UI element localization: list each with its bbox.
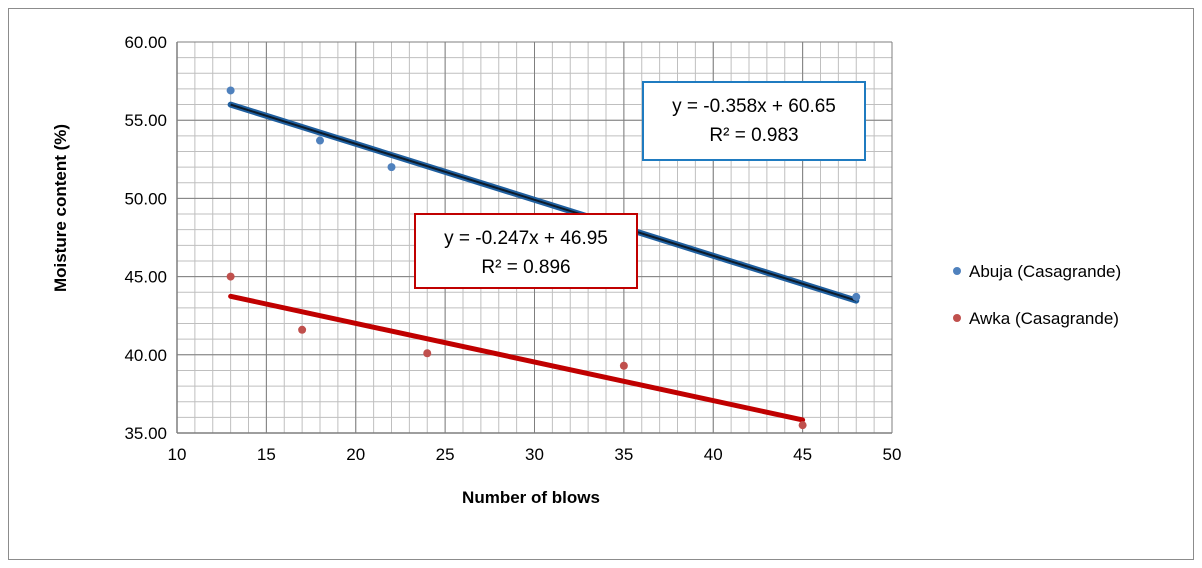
y-tick-label: 35.00: [124, 424, 167, 443]
legend-marker-abuja: [953, 267, 961, 275]
x-tick-label: 40: [704, 445, 723, 464]
y-tick-label: 60.00: [124, 33, 167, 52]
axes: [176, 42, 892, 434]
x-axis-title: Number of blows: [462, 488, 600, 507]
x-tick-label: 20: [346, 445, 365, 464]
x-tick-label: 45: [793, 445, 812, 464]
data-points: [226, 86, 861, 430]
y-tick-label: 55.00: [124, 111, 167, 130]
tick-labels: 10 15 20 25 30 35 40 45 50 35.00 40.00 45.00 50.00 55…: [124, 33, 901, 464]
trendline-abuja-inner: [230, 103, 857, 302]
legend-marker-awka: [953, 314, 961, 322]
data-point-abuja: [852, 292, 861, 301]
equation-boxes: y = -0.358x + 60.65 R² = 0.983 y = -0.247x…: [414, 81, 866, 289]
data-point-abuja: [316, 136, 324, 145]
y-tick-label: 40.00: [124, 346, 167, 365]
trendlines: [227, 101, 860, 423]
y-axis-title: Moisture content (%): [51, 124, 70, 292]
data-point-awka: [619, 361, 628, 370]
data-point-abuja: [387, 163, 396, 172]
x-tick-label: 15: [257, 445, 276, 464]
trendline-r2-abuja: R² = 0.983: [709, 125, 798, 146]
x-tick-label: 30: [525, 445, 544, 464]
x-tick-label: 35: [614, 445, 633, 464]
equation-box-abuja: [642, 81, 866, 161]
chart-frame: 10 15 20 25 30 35 40 45 50 35.00 40.00 45.00 50.00 55…: [8, 8, 1194, 560]
data-point-awka: [798, 421, 807, 430]
scatter-chart: 10 15 20 25 30 35 40 45 50 35.00 40.00 45.00 50.00 55…: [51, 33, 1121, 507]
trendline-equation-awka: y = -0.247x + 46.95: [444, 228, 608, 249]
y-tick-label: 45.00: [124, 268, 167, 287]
legend-label-abuja: Abuja (Casagrande): [969, 262, 1121, 281]
trendline-r2-awka: R² = 0.896: [481, 257, 570, 278]
data-point-awka: [298, 325, 307, 334]
data-point-abuja: [226, 86, 235, 95]
x-tick-label: 10: [168, 445, 187, 464]
x-tick-label: 50: [883, 445, 902, 464]
trendline-awka: [228, 293, 806, 423]
legend: Abuja (Casagrande) Awka (Casagrande): [953, 262, 1121, 328]
x-tick-label: 25: [436, 445, 455, 464]
trendline-equation-abuja: y = -0.358x + 60.65: [672, 96, 836, 117]
legend-label-awka: Awka (Casagrande): [969, 309, 1119, 328]
data-point-awka: [226, 272, 235, 281]
y-tick-label: 50.00: [124, 189, 167, 208]
equation-box-awka: [414, 213, 638, 289]
data-point-awka: [423, 349, 432, 358]
